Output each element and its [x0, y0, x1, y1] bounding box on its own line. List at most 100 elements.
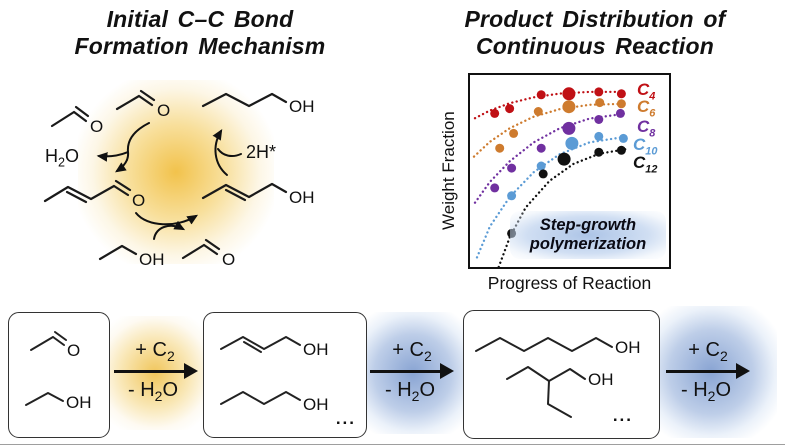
x-axis-label: Progress of Reaction — [487, 273, 652, 293]
scheme-box-1-molecules: O OH — [25, 331, 92, 412]
point-C6 — [509, 128, 519, 138]
add-label: + C2 — [135, 339, 175, 364]
molecule-crotyl-alcohol: OH — [201, 182, 315, 207]
point-C6 — [495, 143, 505, 153]
trend-C10 — [475, 135, 627, 259]
plot-canvas — [472, 87, 628, 267]
more-indicator: ... — [612, 406, 633, 425]
hydroxyl-label: OH — [303, 395, 329, 414]
scheme-box-3: OH OH ... — [463, 310, 660, 439]
molecule-ethanol: OH — [25, 392, 92, 412]
hydroxyl-label: OH — [615, 338, 641, 357]
point-C4 — [594, 87, 604, 97]
molecule-butanol: OH — [220, 391, 329, 414]
chart-plot: C4 C6 C8 C10 C12 Step-growth polymerization — [468, 73, 671, 269]
legend-C6: C6 — [637, 97, 656, 120]
chart-legend: C4 C6 C8 C10 C12 — [470, 75, 669, 267]
remove-label: - H2O — [127, 379, 179, 404]
point-C6 — [562, 100, 576, 114]
molecule-hexanol: OH — [475, 337, 641, 357]
arrow-shaft — [114, 370, 186, 373]
point-C12 — [557, 152, 571, 166]
scheme-box-1: O OH — [8, 312, 110, 438]
arrow-head — [440, 363, 454, 379]
point-C8 — [507, 163, 517, 173]
point-C4 — [562, 87, 576, 101]
point-C10 — [565, 136, 579, 150]
arrow-shaft — [666, 370, 738, 373]
point-C4 — [536, 90, 546, 100]
molecule-crotyl-alcohol: OH — [220, 336, 329, 359]
point-C8 — [536, 143, 546, 153]
point-C8 — [562, 121, 576, 135]
add-label: + C2 — [392, 339, 432, 364]
point-C10 — [536, 161, 546, 171]
molecule-acetaldehyde: O — [50, 105, 103, 136]
oxygen-label: O — [157, 101, 170, 120]
arrow-head — [184, 363, 198, 379]
molecule-crotonaldehyde: O — [43, 179, 145, 210]
point-C6 — [533, 107, 543, 116]
y-axis-label: Weight Fraction — [439, 111, 458, 231]
point-C6 — [595, 98, 605, 108]
hydrogen-hook — [217, 148, 242, 158]
hydroxyl-label: OH — [289, 97, 315, 116]
recycle-arrow — [135, 212, 199, 226]
chart-title: Product Distribution of Continuous React… — [464, 6, 726, 59]
condensation-arrow — [115, 122, 150, 173]
annotation-step-growth: Step-growth polymerization — [510, 211, 666, 259]
hydroxyl-label: OH — [66, 393, 92, 412]
oxygen-label: O — [90, 117, 103, 136]
legend-C4: C4 — [637, 80, 656, 103]
add-label: + C2 — [688, 339, 728, 364]
legend-C12: C12 — [633, 153, 658, 176]
point-C12 — [594, 147, 604, 157]
oxygen-label: O — [132, 191, 145, 210]
molecule-2-ethyl-1-butanol: OH — [506, 366, 614, 418]
point-C8 — [490, 183, 500, 193]
hydroxyl-label: OH — [588, 370, 614, 389]
hydrogen-label: 2H* — [246, 142, 277, 162]
point-C8 — [594, 115, 604, 124]
molecule-acetaldehyde: O — [181, 238, 235, 269]
scheme-box-2: OH OH ... — [203, 312, 367, 438]
arrow-head — [736, 363, 750, 379]
hydrogenation-arrow — [212, 128, 228, 176]
hydroxyl-label: OH — [303, 340, 329, 359]
point-C6 — [616, 99, 626, 109]
legend-C8: C8 — [637, 117, 656, 140]
molecule-ethanol: OH — [98, 244, 165, 269]
scheme-box-3-molecules: OH OH — [475, 337, 641, 418]
point-C4 — [505, 104, 515, 114]
oxygen-label: O — [222, 250, 235, 269]
water-label: H2O — [45, 146, 80, 170]
blue-glow — [352, 312, 474, 434]
point-C4 — [490, 108, 500, 118]
mechanism-glow — [78, 80, 274, 264]
molecule-butanol: OH — [201, 92, 315, 116]
point-C4 — [616, 89, 626, 99]
hydroxyl-label: OH — [139, 250, 165, 269]
bottom-rule — [0, 443, 785, 445]
more-indicator: ... — [335, 409, 356, 428]
molecule-acetaldehyde: O — [30, 331, 80, 360]
trend-C8 — [473, 112, 627, 204]
product-distribution-chart: Weight Fraction C4 C6 C8 C10 C12 Step-growth… — [435, 62, 785, 300]
scheme-box-2-molecules: OH OH — [220, 336, 329, 414]
point-C12 — [616, 145, 626, 155]
trend-C6 — [472, 102, 627, 158]
oxygen-label: O — [67, 341, 80, 360]
hydroxyl-label: OH — [289, 188, 315, 207]
point-C10 — [618, 133, 628, 143]
remove-label: - H2O — [680, 379, 732, 404]
exchange-arrow — [153, 220, 186, 240]
mechanism-title: Initial C–C Bond Formation Mechanism — [74, 6, 326, 59]
remove-label: - H2O — [384, 379, 436, 404]
water-release-arrow — [96, 151, 129, 162]
arrow-shaft — [370, 370, 442, 373]
mechanism-cycle: O O OH O OH OH O — [43, 89, 315, 269]
trend-C4 — [473, 90, 627, 120]
legend-C10: C10 — [633, 135, 658, 158]
molecule-acetaldehyde: O — [115, 89, 170, 120]
